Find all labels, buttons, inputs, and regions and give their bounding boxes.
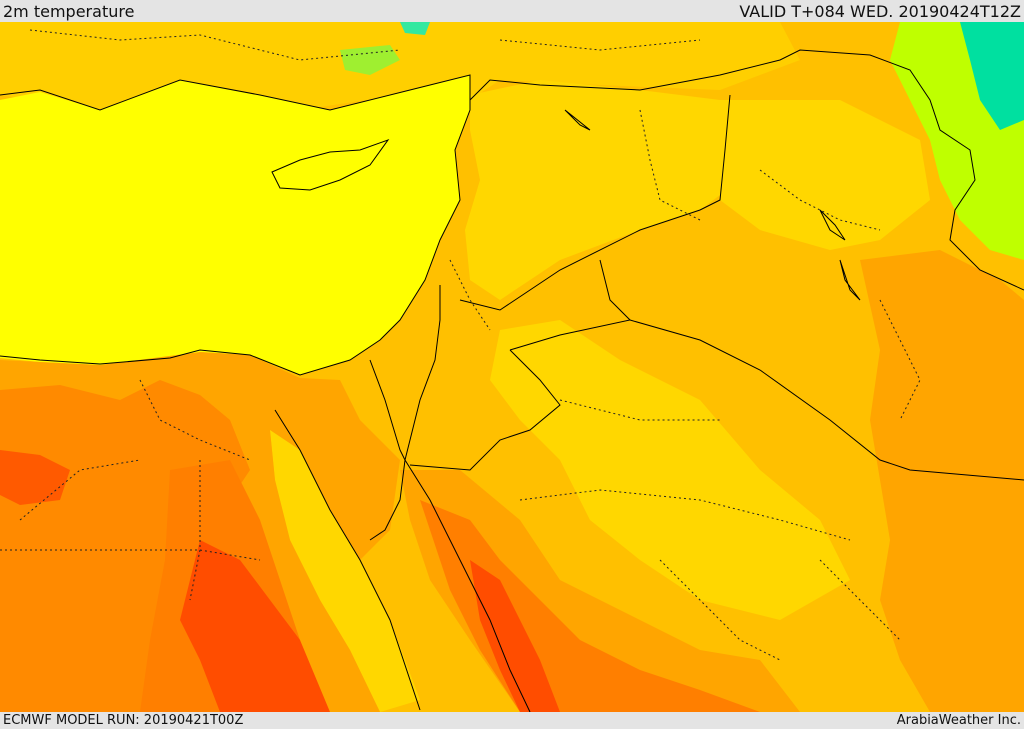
sinai-strip	[270, 430, 420, 712]
internal-borders	[0, 29, 921, 661]
map-canvas	[0, 22, 1024, 712]
egypt-dark-orange	[0, 380, 250, 712]
map-title: 2m temperature	[3, 2, 135, 21]
model-run-label: ECMWF MODEL RUN: 20190421T00Z	[3, 713, 244, 728]
turkey-green	[340, 45, 400, 75]
levant-pale	[465, 80, 740, 300]
iraq-pale	[720, 100, 930, 250]
hejaz-red	[470, 560, 560, 712]
country-borders	[369, 49, 1024, 481]
west-egypt-red	[0, 450, 70, 505]
gulf-orange	[860, 250, 1024, 712]
turkey-green-2	[400, 22, 430, 35]
coastlines	[0, 74, 861, 712]
nubia-red	[180, 540, 330, 712]
zagros-cyan	[960, 22, 1024, 130]
temperature-map	[0, 22, 1024, 712]
valid-time: VALID T+084 WED. 20190424T12Z	[739, 2, 1021, 21]
header-bar: 2m temperature VALID T+084 WED. 20190424…	[0, 0, 1024, 22]
jordan-desert-pale	[490, 320, 850, 620]
credit-label: ArabiaWeather Inc.	[896, 713, 1021, 728]
footer-bar: ECMWF MODEL RUN: 20190421T00Z ArabiaWeat…	[0, 712, 1024, 729]
